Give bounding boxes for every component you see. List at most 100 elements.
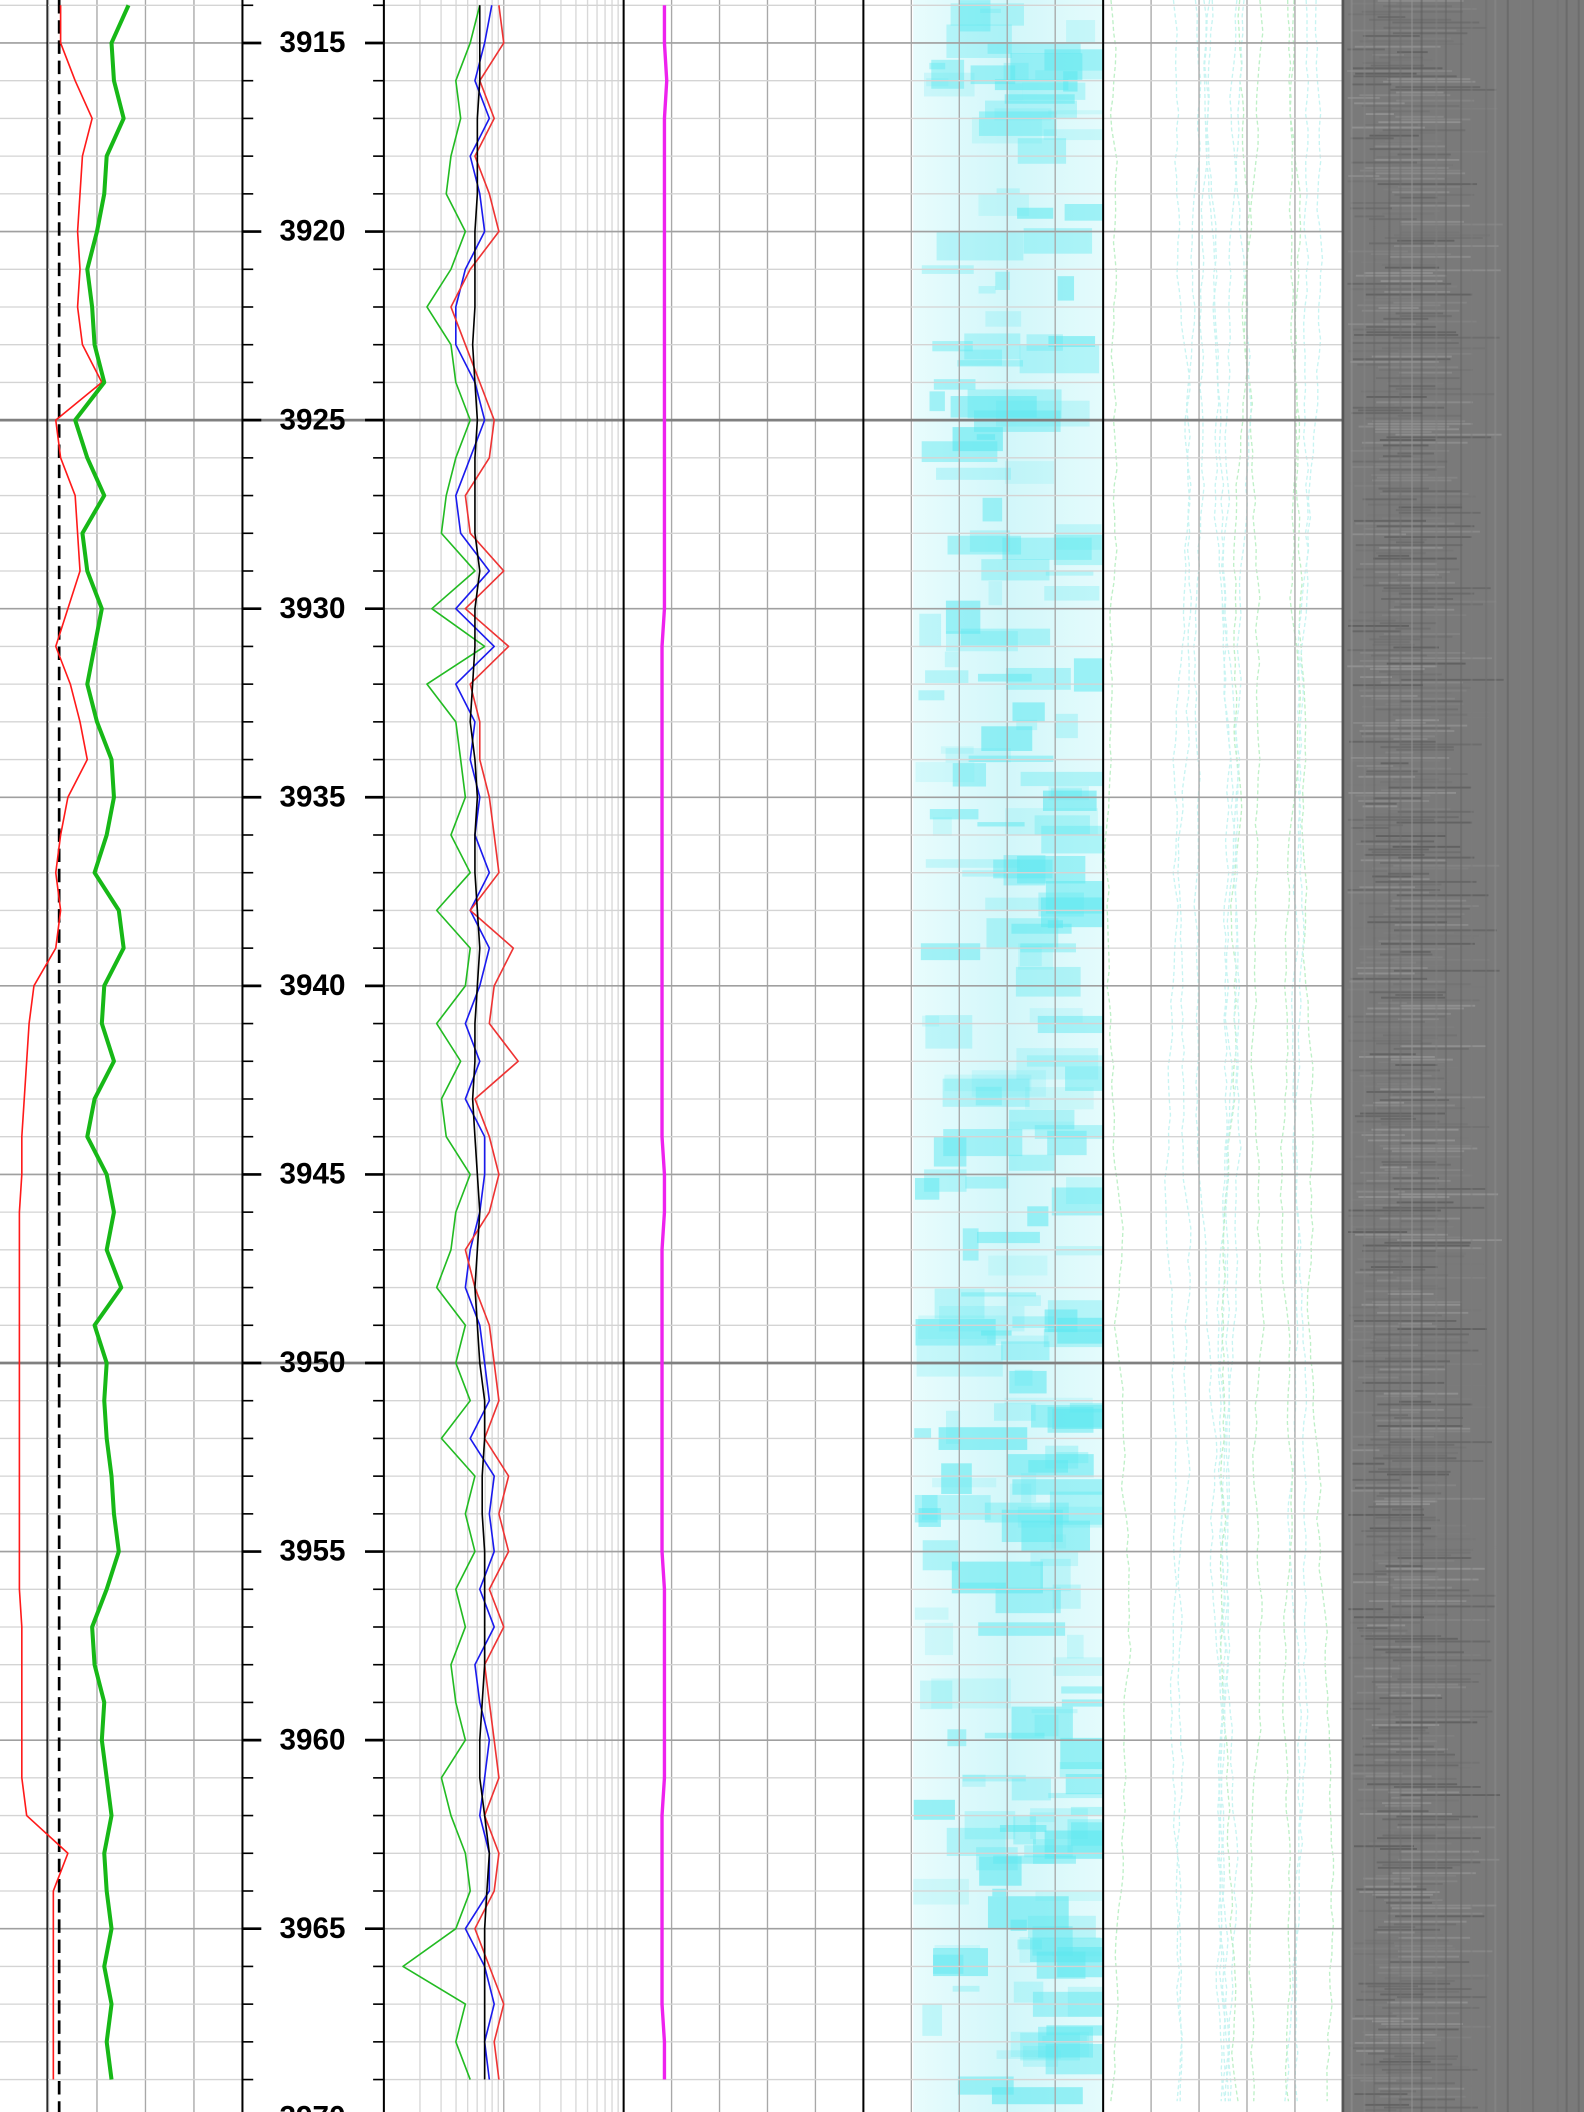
- image-stripe: [1350, 207, 1392, 210]
- image-stripe: [1365, 1775, 1432, 1778]
- image-stripe: [1392, 899, 1467, 902]
- image-stripe: [1398, 371, 1452, 374]
- image-stripe: [1386, 436, 1492, 439]
- image-blob: [1053, 1657, 1104, 1676]
- image-stripe: [1396, 1276, 1487, 1279]
- depth-label: 3965: [280, 1912, 346, 1945]
- image-stripe: [1360, 859, 1447, 862]
- image-stripe: [1394, 1883, 1443, 1885]
- image-blob: [986, 918, 1059, 950]
- image-stripe: [1387, 1748, 1448, 1751]
- image-stripe: [1363, 1236, 1463, 1239]
- image-blob: [1017, 207, 1054, 219]
- image-stripe: [1363, 299, 1421, 301]
- image-stripe: [1370, 64, 1424, 67]
- image-column: [1494, 0, 1497, 2112]
- image-stripe: [1348, 1214, 1438, 1217]
- image-stripe: [1392, 1969, 1438, 1972]
- image-stripe: [1398, 573, 1439, 576]
- image-stripe: [1375, 880, 1477, 883]
- image-blob: [982, 497, 1003, 522]
- image-stripe: [1348, 1080, 1451, 1083]
- image-stripe: [1353, 1581, 1389, 1584]
- image-stripe: [1386, 2025, 1491, 2028]
- image-blob: [944, 651, 959, 668]
- image-stripe: [1357, 1443, 1455, 1446]
- image-stripe: [1396, 1201, 1454, 1204]
- image-stripe: [1395, 1716, 1488, 1718]
- image-stripe: [1358, 1056, 1435, 1058]
- image-stripe: [1365, 686, 1471, 689]
- image-stripe: [1374, 1185, 1408, 1188]
- log-curve: [660, 5, 669, 2080]
- image-stripe: [1359, 948, 1447, 951]
- image-stripe: [1393, 301, 1467, 304]
- image-stripe: [1364, 123, 1418, 126]
- image-stripe: [1396, 934, 1479, 937]
- image-stripe: [1388, 878, 1430, 881]
- image-stripe: [1384, 1212, 1414, 1215]
- image-stripe: [1384, 1497, 1486, 1500]
- depth-label: 3970: [280, 2100, 346, 2112]
- image-stripe: [1377, 1866, 1453, 1869]
- image-column: [1460, 0, 1463, 2112]
- image-texture: [1203, 0, 1232, 2102]
- image-stripe: [1384, 1988, 1473, 1990]
- image-stripe: [1364, 1290, 1423, 1293]
- image-stripe: [1383, 1920, 1467, 1923]
- image-stripe: [1364, 1373, 1429, 1376]
- image-blob: [1007, 1295, 1041, 1306]
- image-stripe: [1353, 1325, 1437, 1328]
- image-blob: [999, 1825, 1047, 1832]
- image-stripe: [1388, 1077, 1445, 1080]
- image-stripe: [1384, 1977, 1484, 1980]
- image-blob: [1041, 825, 1104, 854]
- image-stripe: [1347, 250, 1408, 253]
- image-stripe: [1350, 29, 1457, 32]
- image-blob: [915, 1178, 940, 1200]
- image-blob: [918, 690, 945, 701]
- image-stripe: [1356, 1120, 1440, 1123]
- image-stripe: [1347, 2074, 1391, 2077]
- depth-label: 3950: [280, 1346, 346, 1379]
- image-stripe: [1375, 835, 1446, 837]
- image-stripe: [1375, 1756, 1455, 1759]
- image-blob: [1045, 570, 1094, 576]
- image-stripe: [1389, 657, 1493, 660]
- image-stripe: [1383, 2106, 1478, 2109]
- image-stripe: [1369, 638, 1421, 641]
- image-stripe: [1347, 988, 1436, 991]
- image-stripe: [1373, 797, 1422, 800]
- image-blob: [932, 1954, 964, 1974]
- image-stripe: [1382, 347, 1486, 350]
- image-blob: [1013, 1981, 1044, 2003]
- image-stripe: [1399, 231, 1460, 234]
- image-stripe: [1397, 153, 1451, 156]
- image-stripe: [1361, 735, 1435, 738]
- image-stripe: [1368, 1470, 1451, 1473]
- image-stripe: [1377, 1002, 1407, 1005]
- image-stripe: [1347, 1015, 1446, 1018]
- image-column: [1485, 0, 1488, 2112]
- image-stripe: [1388, 1791, 1460, 1794]
- image-stripe: [1371, 867, 1469, 870]
- image-stripe: [1354, 1487, 1419, 1489]
- image-stripe: [1394, 2055, 1458, 2058]
- image-blob: [1065, 1066, 1104, 1091]
- depth-label: 3925: [280, 403, 346, 436]
- image-stripe: [1372, 1729, 1426, 1732]
- image-stripe: [1358, 800, 1430, 802]
- image-stripe: [1365, 1718, 1470, 1721]
- curves: [18, 0, 669, 2112]
- image-stripe: [1348, 619, 1396, 622]
- image-stripe: [1354, 45, 1441, 48]
- image-stripe: [1394, 404, 1433, 406]
- image-stripe: [1394, 1944, 1453, 1947]
- image-stripe: [1379, 1263, 1484, 1266]
- image-stripe: [1366, 773, 1468, 776]
- image-stripe: [1349, 2044, 1403, 2047]
- image-stripe: [1387, 1247, 1482, 1250]
- image-stripe: [1388, 905, 1479, 908]
- image-blob: [1064, 204, 1104, 221]
- image-blob: [1004, 461, 1054, 484]
